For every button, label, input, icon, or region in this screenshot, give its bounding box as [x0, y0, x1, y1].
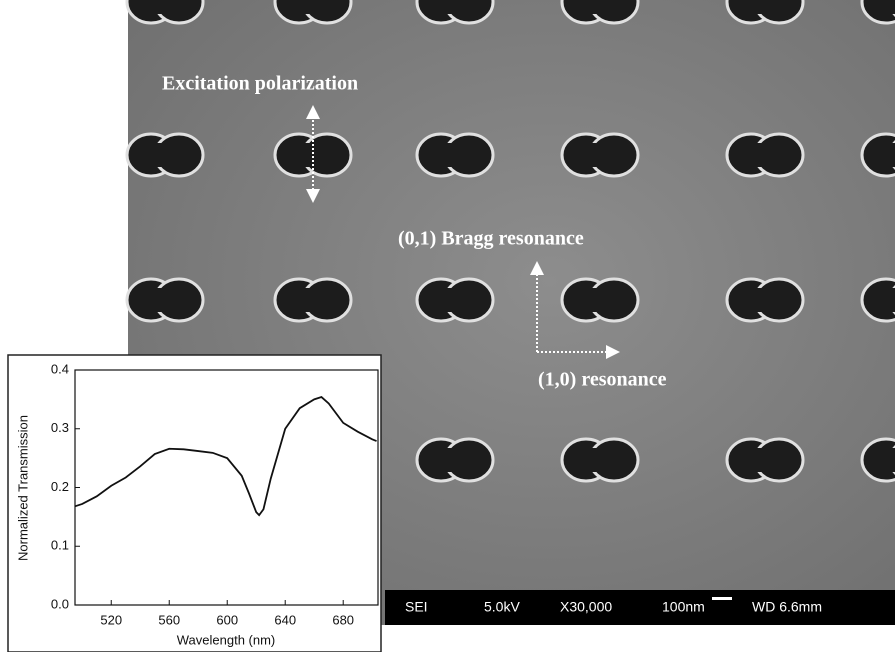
y-axis-label: Normalized Transmission	[15, 415, 30, 561]
nanohole	[297, 143, 329, 167]
nanohole	[749, 448, 781, 472]
nanohole	[439, 0, 471, 14]
nanohole	[149, 0, 181, 14]
info-text: X30,000	[560, 599, 612, 615]
annotation: Excitation polarization	[162, 73, 358, 95]
nanohole	[297, 0, 329, 14]
info-text: 5.0kV	[484, 599, 520, 615]
annotation: (1,0) resonance	[538, 369, 667, 391]
nanohole	[149, 288, 181, 312]
nanohole	[884, 143, 895, 167]
nanohole	[884, 288, 895, 312]
nanohole	[884, 0, 895, 14]
y-tick-label: 0.3	[51, 420, 69, 435]
nanohole	[749, 0, 781, 14]
nanohole	[439, 288, 471, 312]
nanohole	[584, 143, 616, 167]
nanohole	[584, 0, 616, 14]
nanohole	[584, 288, 616, 312]
x-tick-label: 640	[274, 612, 296, 627]
nanohole	[884, 448, 895, 472]
nanohole	[439, 448, 471, 472]
x-axis-label: Wavelength (nm)	[177, 632, 276, 647]
y-tick-label: 0.0	[51, 596, 69, 611]
scale-bar	[712, 597, 732, 600]
figure: SEI 5.0kV X30,000 100nm WD 6.6mm Excitat…	[0, 0, 895, 652]
annotation: (0,1) Bragg resonance	[398, 228, 584, 250]
nanohole	[297, 288, 329, 312]
y-tick-label: 0.4	[51, 361, 69, 376]
y-tick-label: 0.2	[51, 479, 69, 494]
nanohole	[749, 143, 781, 167]
x-tick-label: 560	[158, 612, 180, 627]
nanohole	[584, 448, 616, 472]
y-tick-label: 0.1	[51, 538, 69, 553]
info-text: WD 6.6mm	[752, 599, 822, 615]
info-text: SEI	[405, 599, 428, 615]
info-text: 100nm	[662, 599, 705, 615]
x-tick-label: 680	[332, 612, 354, 627]
x-tick-label: 520	[100, 612, 122, 627]
x-tick-label: 600	[216, 612, 238, 627]
nanohole	[439, 143, 471, 167]
nanohole	[149, 143, 181, 167]
nanohole	[749, 288, 781, 312]
